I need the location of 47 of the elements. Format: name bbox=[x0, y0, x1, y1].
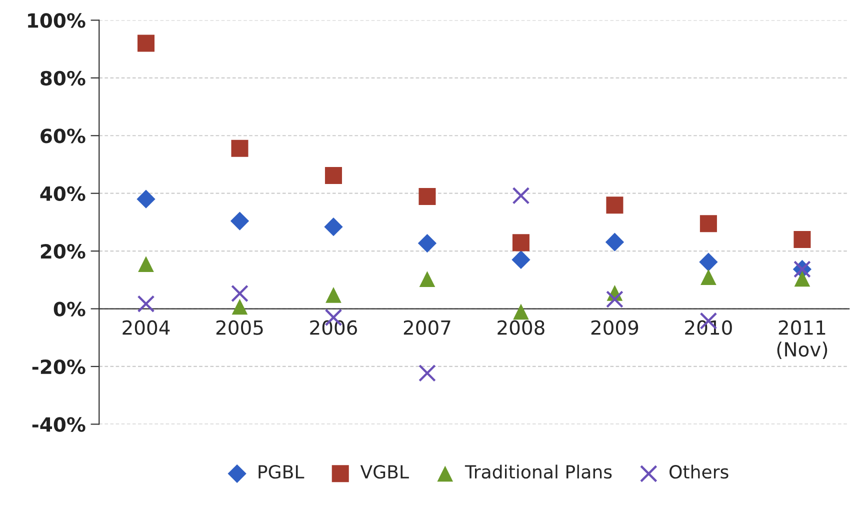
point bbox=[794, 231, 811, 248]
y-tick-label: -40% bbox=[32, 417, 86, 432]
y-tick-label: 100% bbox=[28, 13, 86, 28]
y-tick-label: 40% bbox=[40, 186, 86, 202]
x-tick-label: 2005 bbox=[216, 320, 263, 335]
point bbox=[419, 271, 436, 287]
point bbox=[324, 166, 342, 184]
point bbox=[137, 295, 155, 313]
point bbox=[512, 250, 530, 270]
point bbox=[137, 34, 155, 52]
point bbox=[418, 364, 436, 382]
y-tick-label: 80% bbox=[40, 70, 86, 86]
y-tick-label: 0% bbox=[54, 302, 86, 316]
point bbox=[138, 256, 154, 272]
x-tick-label: 2009 bbox=[591, 320, 638, 335]
point bbox=[794, 270, 810, 287]
point bbox=[418, 234, 437, 253]
x-tick-label: 2011 (Nov) bbox=[777, 320, 828, 359]
legend-label: PGBL bbox=[258, 465, 304, 479]
point bbox=[230, 212, 250, 230]
point bbox=[512, 234, 530, 252]
point bbox=[513, 304, 529, 320]
point bbox=[512, 186, 530, 204]
point bbox=[232, 298, 248, 315]
point bbox=[700, 215, 717, 232]
x-tick-label: 2006 bbox=[310, 320, 358, 335]
point bbox=[326, 287, 342, 303]
x-tick-label: 2004 bbox=[122, 320, 170, 335]
x-tick-label: 2007 bbox=[404, 320, 450, 335]
point bbox=[606, 196, 624, 214]
point bbox=[418, 188, 436, 206]
point bbox=[324, 218, 343, 236]
point bbox=[231, 284, 248, 302]
point bbox=[231, 140, 248, 157]
legend-label: Traditional Plans bbox=[464, 464, 612, 479]
point bbox=[605, 232, 624, 252]
y-tick-label: -20% bbox=[32, 359, 86, 374]
point bbox=[700, 269, 716, 285]
x-tick-label: 2008 bbox=[498, 320, 544, 335]
y-tick-label: 60% bbox=[40, 128, 86, 144]
legend-label: VGBL bbox=[360, 465, 409, 479]
legend-label: Others bbox=[670, 464, 728, 479]
x-tick-label: 2010 bbox=[685, 320, 732, 335]
y-tick-label: 20% bbox=[40, 244, 86, 259]
point bbox=[136, 190, 156, 208]
point bbox=[606, 290, 624, 308]
point bbox=[699, 252, 718, 272]
